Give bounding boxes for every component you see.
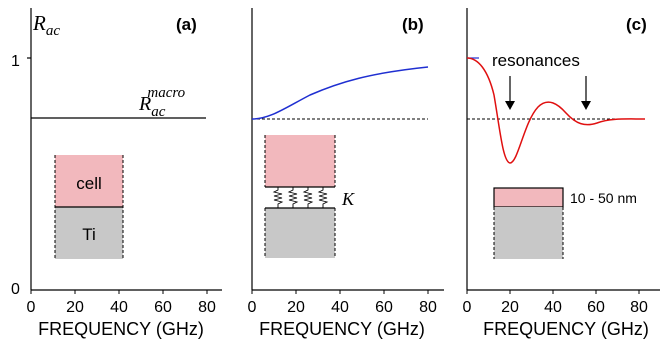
ti-layer — [55, 207, 123, 259]
spring-2 — [287, 187, 299, 208]
panel-a-tick-80: 80 — [198, 299, 216, 316]
panel-c-tick-80: 80 — [630, 299, 648, 316]
ti-label: Ti — [82, 225, 96, 244]
panel-a-tick-60: 60 — [154, 299, 172, 316]
resonance-arrow-2-head — [581, 101, 591, 110]
panel-b-tick-0: 0 — [248, 299, 257, 316]
y-axis-title: Rac — [32, 11, 60, 39]
macro-label: Racmacro — [138, 85, 186, 120]
springs — [272, 187, 329, 208]
y-tick-0: 0 — [11, 281, 20, 298]
cell-layer — [55, 155, 123, 207]
panel-a: 0 20 40 60 80 FREQUENCY (GHz) (a) Racmac… — [27, 8, 222, 339]
panel-c-curve — [466, 57, 646, 164]
panel-c-tick-60: 60 — [587, 299, 605, 316]
panel-b-ti-layer — [265, 208, 335, 258]
panel-b-tick-60: 60 — [375, 299, 393, 316]
panel-c-tick-0: 0 — [463, 299, 472, 316]
cell-label: cell — [76, 174, 102, 193]
panel-c: 0 20 40 60 80 FREQUENCY (GHz) (c) resona… — [463, 8, 660, 339]
resonance-arrows — [505, 76, 591, 110]
spring-4 — [317, 187, 329, 208]
panel-a-x-ticks — [30, 290, 208, 294]
panel-b-x-title: FREQUENCY (GHz) — [259, 319, 425, 339]
y-tick-1: 1 — [11, 53, 20, 70]
panel-c-ti-layer — [494, 207, 563, 259]
panel-c-label: (c) — [626, 15, 647, 34]
spring-constant-label: K — [341, 189, 355, 209]
panel-a-label: (a) — [176, 15, 197, 34]
panel-a-tick-0: 0 — [27, 299, 36, 316]
panel-b-curve — [251, 66, 429, 120]
panel-c-tick-20: 20 — [501, 299, 519, 316]
panel-a-tick-40: 40 — [110, 299, 128, 316]
panel-b-label: (b) — [402, 15, 424, 34]
panel-b-x-ticks — [251, 290, 429, 294]
panel-a-x-title: FREQUENCY (GHz) — [38, 319, 204, 339]
panel-c-tick-40: 40 — [544, 299, 562, 316]
panel-b-cell-layer — [265, 135, 335, 187]
spring-3 — [302, 187, 314, 208]
panel-b: 0 20 40 60 80 FREQUENCY (GHz) (b) K — [248, 8, 444, 339]
resonance-arrow-1-head — [505, 101, 515, 110]
thickness-label: 10 - 50 nm — [570, 190, 637, 206]
panel-b-tick-40: 40 — [331, 299, 349, 316]
panel-c-x-ticks — [466, 290, 640, 294]
panel-c-x-title: FREQUENCY (GHz) — [483, 319, 649, 339]
panel-b-tick-80: 80 — [419, 299, 437, 316]
spring-1 — [272, 187, 284, 208]
panel-b-tick-20: 20 — [287, 299, 305, 316]
panel-a-tick-20: 20 — [66, 299, 84, 316]
resonances-label: resonances — [492, 51, 580, 70]
thin-cell-layer — [493, 187, 564, 208]
